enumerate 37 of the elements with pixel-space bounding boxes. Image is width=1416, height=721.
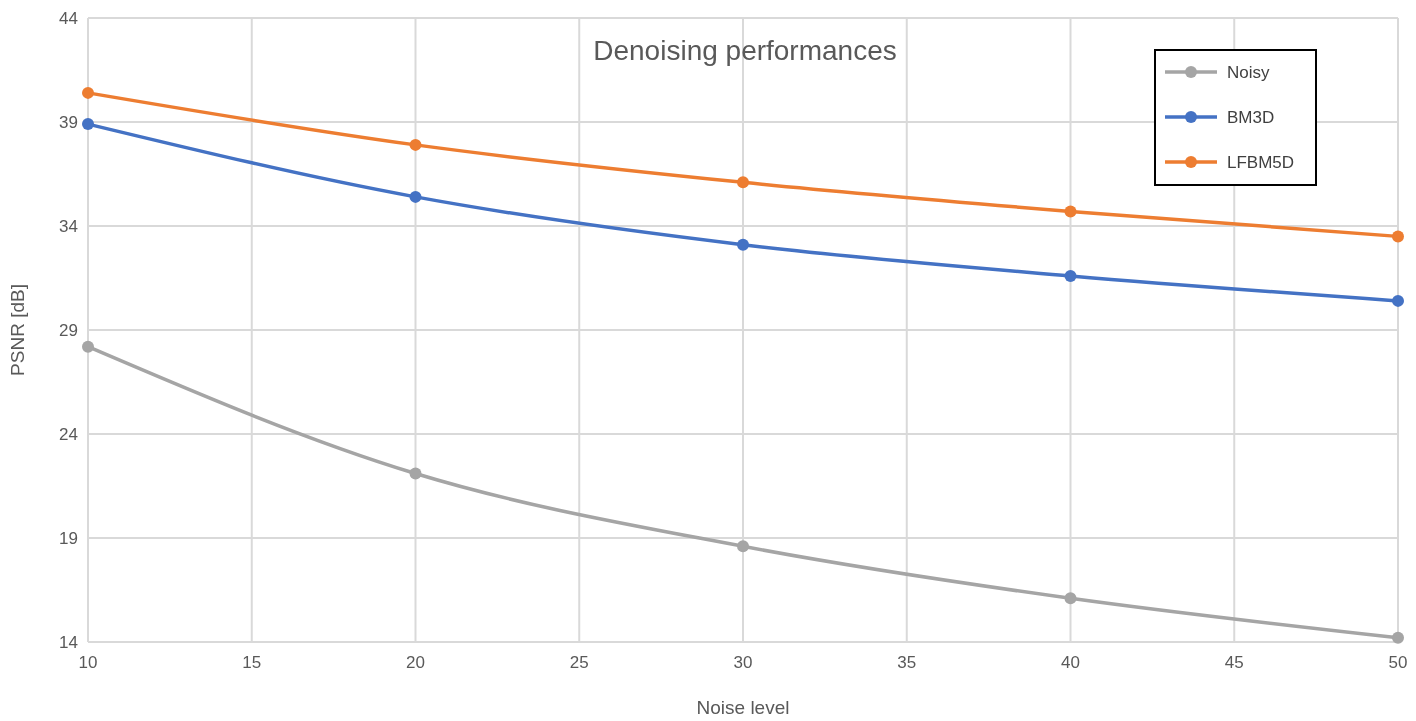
y-tick-label: 39: [59, 113, 78, 132]
x-tick-label: 25: [569, 653, 589, 672]
y-tick-label: 19: [59, 529, 78, 548]
x-tick-label: 50: [1388, 653, 1408, 672]
point: [82, 86, 94, 99]
point: [82, 118, 94, 131]
y-tick-label: 24: [59, 425, 78, 444]
point: [409, 138, 422, 151]
point: [409, 190, 422, 203]
point: [82, 340, 94, 353]
x-tick-label: 45: [1224, 653, 1244, 672]
point: [1392, 631, 1404, 644]
x-axis-title: Noise level: [696, 697, 790, 718]
y-axis-title: PSNR [dB]: [7, 284, 28, 376]
point: [409, 467, 422, 480]
point: [1392, 294, 1404, 307]
legend-label: Noisy: [1227, 63, 1271, 82]
point: [737, 238, 749, 251]
point: [1064, 269, 1077, 282]
x-tick-label: 35: [897, 653, 917, 672]
x-tick-label: 40: [1061, 653, 1080, 672]
legend-label: LFBM5D: [1227, 153, 1295, 172]
text: Denoising performances: [593, 35, 897, 66]
x-tick-label: 20: [406, 653, 425, 672]
y-tick-label: 14: [59, 633, 78, 652]
y-tick-label: 29: [59, 321, 78, 340]
point: [1392, 230, 1404, 243]
point: [737, 540, 749, 553]
point: [1064, 205, 1077, 218]
legend-label: BM3D: [1227, 108, 1275, 127]
x-tick-label: 30: [733, 653, 753, 672]
point: [1064, 592, 1077, 605]
y-tick-label: 34: [59, 217, 78, 236]
x-tick-label: 10: [78, 653, 98, 672]
x-tick-label: 15: [242, 653, 262, 672]
point: [737, 176, 749, 189]
y-tick-label: 44: [59, 9, 78, 28]
